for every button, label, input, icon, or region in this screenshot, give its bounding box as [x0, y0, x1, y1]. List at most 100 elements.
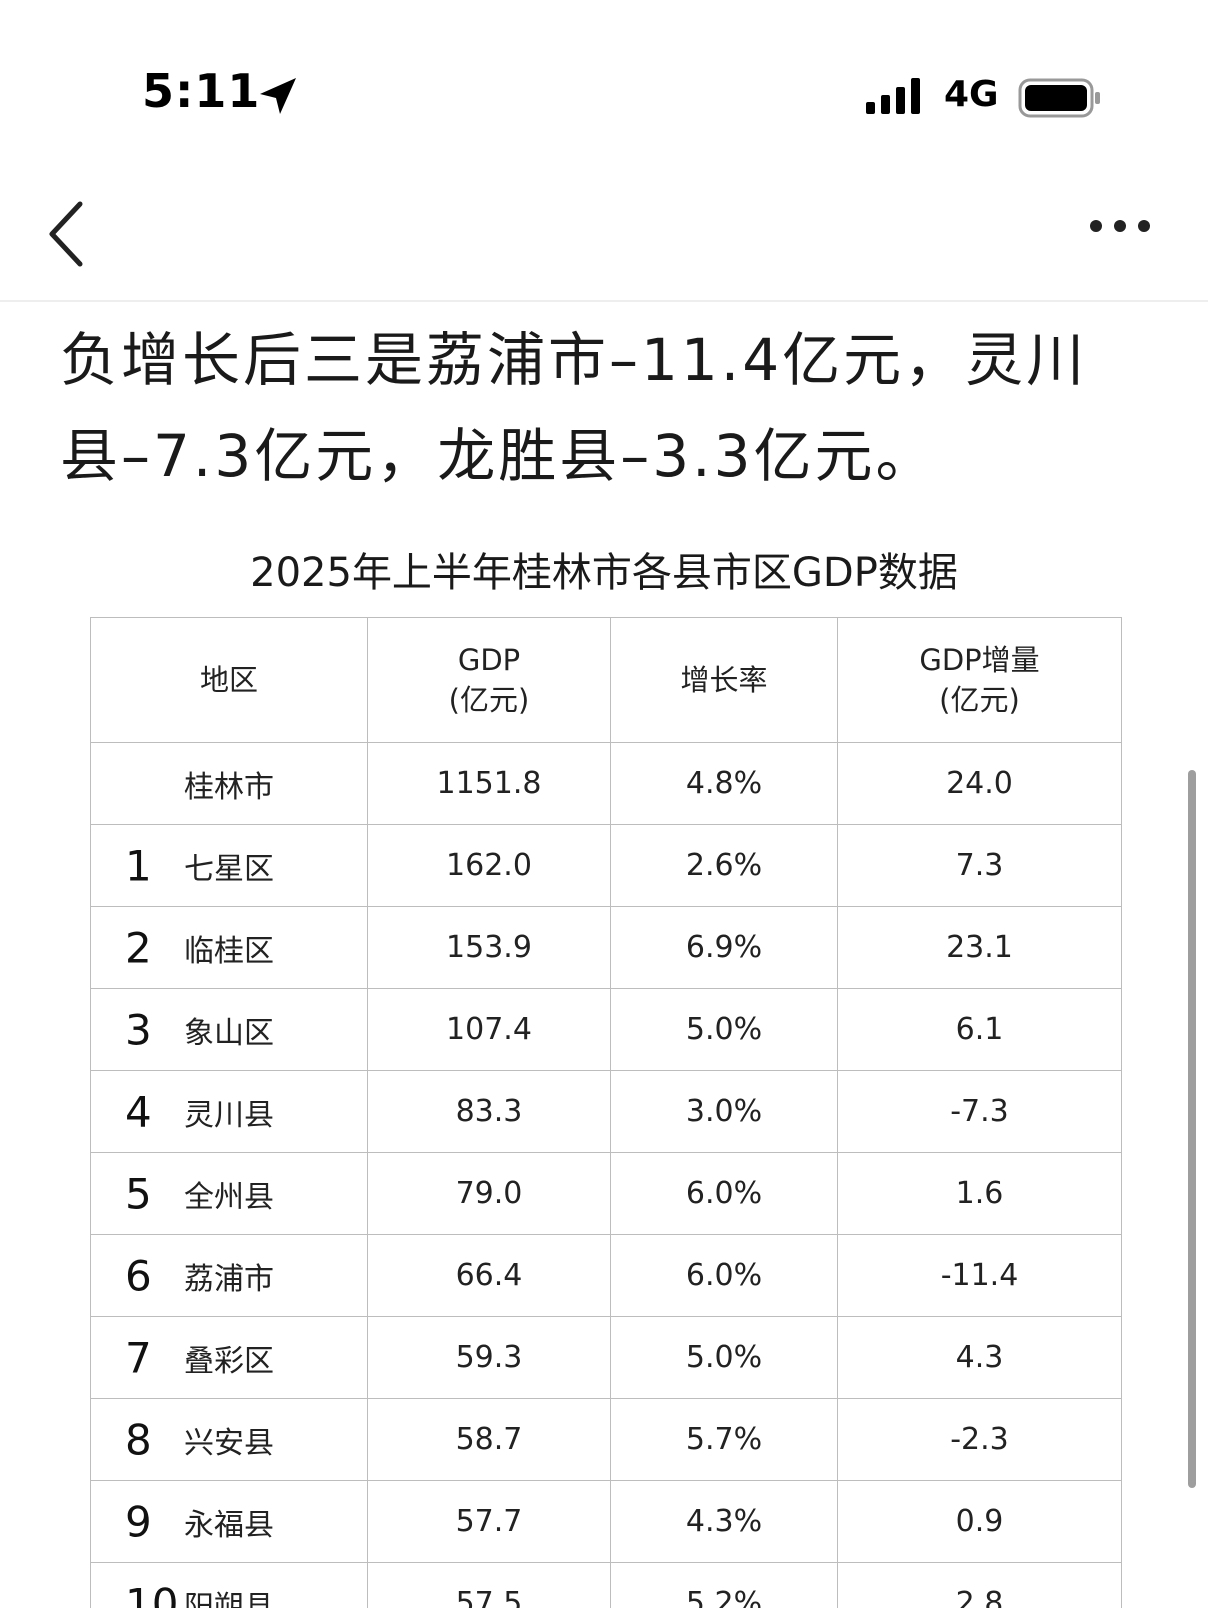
growth-rate-cell: 5.2%	[610, 1562, 838, 1608]
gdp-increase-cell: 6.1	[837, 988, 1122, 1071]
region-name: 七星区	[184, 851, 274, 887]
gdp-increase-cell: 4.3	[837, 1316, 1122, 1399]
location-arrow-icon	[260, 78, 296, 114]
gdp-increase-cell: 0.9	[837, 1480, 1122, 1563]
battery-icon	[1018, 78, 1100, 118]
gdp-cell: 79.0	[367, 1152, 611, 1235]
gdp-cell: 66.4	[367, 1234, 611, 1317]
table-body: 桂林市 1151.8 4.8% 24.0 1 七星区 162.0 2.6% 7.3 2 临桂区 153…	[90, 742, 1122, 1608]
region-cell: 8 兴安县	[90, 1398, 368, 1481]
header-gdp-line1: GDP	[457, 643, 521, 677]
table-row: 7 叠彩区 59.3 5.0% 4.3	[90, 1316, 1122, 1399]
gdp-cell: 1151.8	[367, 742, 611, 825]
gdp-increase-cell: 23.1	[837, 906, 1122, 989]
header-rate: 增长率	[610, 617, 838, 743]
growth-rate-cell: 6.0%	[610, 1234, 838, 1317]
region-cell: 3 象山区	[90, 988, 368, 1071]
network-label: 4G	[944, 74, 999, 115]
rank-number: 2	[125, 923, 152, 972]
table-row: 6 荔浦市 66.4 6.0% -11.4	[90, 1234, 1122, 1317]
table-row: 桂林市 1151.8 4.8% 24.0	[90, 742, 1122, 825]
region-name: 象山区	[184, 1015, 274, 1051]
rank-number: 3	[125, 1005, 152, 1054]
region-name: 叠彩区	[184, 1343, 274, 1379]
region-cell: 7 叠彩区	[90, 1316, 368, 1399]
header-region: 地区	[90, 617, 368, 743]
growth-rate-cell: 6.9%	[610, 906, 838, 989]
gdp-cell: 153.9	[367, 906, 611, 989]
rank-number: 4	[125, 1087, 152, 1136]
gdp-increase-cell: 7.3	[837, 824, 1122, 907]
region-name: 灵川县	[184, 1097, 274, 1133]
growth-rate-cell: 4.3%	[610, 1480, 838, 1563]
gdp-cell: 59.3	[367, 1316, 611, 1399]
table-row: 9 永福县 57.7 4.3% 0.9	[90, 1480, 1122, 1563]
region-cell: 1 七星区	[90, 824, 368, 907]
rank-number: 9	[125, 1497, 152, 1546]
rank-number: 10	[125, 1579, 179, 1608]
region-cell: 9 永福县	[90, 1480, 368, 1563]
nav-bar	[0, 150, 1208, 302]
header-region-label: 地区	[199, 663, 258, 697]
article-paragraph: 负增长后三是荔浦市–11.4亿元，灵川县–7.3亿元，龙胜县–3.3亿元。	[60, 326, 1088, 490]
growth-rate-cell: 3.0%	[610, 1070, 838, 1153]
rank-number: 1	[125, 841, 152, 890]
header-rate-label: 增长率	[680, 663, 768, 697]
region-cell: 10 阳朔县	[90, 1562, 368, 1608]
table-row: 10 阳朔县 57.5 5.2% 2.8	[90, 1562, 1122, 1608]
gdp-increase-cell: 2.8	[837, 1562, 1122, 1608]
region-name: 永福县	[184, 1507, 274, 1543]
gdp-cell: 57.5	[367, 1562, 611, 1608]
header-gdp-line2: (亿元)	[448, 683, 530, 717]
gdp-increase-cell: -7.3	[837, 1070, 1122, 1153]
header-gdp: GDP (亿元)	[367, 617, 611, 743]
table-row: 5 全州县 79.0 6.0% 1.6	[90, 1152, 1122, 1235]
growth-rate-cell: 5.0%	[610, 988, 838, 1071]
status-time: 5:11	[142, 64, 261, 118]
region-name: 临桂区	[184, 933, 274, 969]
scrollbar[interactable]	[1188, 770, 1196, 1488]
gdp-increase-cell: 24.0	[837, 742, 1122, 825]
status-bar: 5:11 4G	[0, 0, 1208, 150]
gdp-increase-cell: -11.4	[837, 1234, 1122, 1317]
table-title: 2025年上半年桂林市各县市区GDP数据	[250, 550, 958, 596]
region-name: 荔浦市	[184, 1261, 274, 1297]
growth-rate-cell: 6.0%	[610, 1152, 838, 1235]
gdp-increase-cell: 1.6	[837, 1152, 1122, 1235]
signal-bars-icon	[866, 78, 920, 114]
region-cell: 6 荔浦市	[90, 1234, 368, 1317]
chevron-left-icon[interactable]	[40, 194, 96, 274]
more-dots-icon[interactable]	[1088, 210, 1152, 242]
region-cell: 2 临桂区	[90, 906, 368, 989]
table-row: 3 象山区 107.4 5.0% 6.1	[90, 988, 1122, 1071]
gdp-cell: 83.3	[367, 1070, 611, 1153]
gdp-cell: 58.7	[367, 1398, 611, 1481]
gdp-increase-cell: -2.3	[837, 1398, 1122, 1481]
table-row: 2 临桂区 153.9 6.9% 23.1	[90, 906, 1122, 989]
region-name: 桂林市	[184, 769, 274, 805]
rank-number: 5	[125, 1169, 152, 1218]
growth-rate-cell: 5.7%	[610, 1398, 838, 1481]
region-cell: 桂林市	[90, 742, 368, 825]
region-name: 阳朔县	[184, 1589, 274, 1608]
growth-rate-cell: 2.6%	[610, 824, 838, 907]
gdp-cell: 162.0	[367, 824, 611, 907]
header-increase-line2: (亿元)	[939, 683, 1020, 717]
gdp-cell: 57.7	[367, 1480, 611, 1563]
header-increase: GDP增量 (亿元)	[837, 617, 1122, 743]
header-increase-line1: GDP增量	[919, 643, 1040, 677]
growth-rate-cell: 5.0%	[610, 1316, 838, 1399]
gdp-cell: 107.4	[367, 988, 611, 1071]
region-cell: 4 灵川县	[90, 1070, 368, 1153]
region-name: 兴安县	[184, 1425, 274, 1461]
region-name: 全州县	[184, 1179, 274, 1215]
table-row: 4 灵川县 83.3 3.0% -7.3	[90, 1070, 1122, 1153]
rank-number: 8	[125, 1415, 152, 1464]
table-row: 8 兴安县 58.7 5.7% -2.3	[90, 1398, 1122, 1481]
table-header-row: 地区 GDP (亿元) 增长率 GDP增量 (亿元)	[90, 617, 1122, 743]
region-cell: 5 全州县	[90, 1152, 368, 1235]
growth-rate-cell: 4.8%	[610, 742, 838, 825]
gdp-table: 地区 GDP (亿元) 增长率 GDP增量 (亿元) 桂林市 1151.8 4.8%…	[90, 617, 1122, 1608]
rank-number: 6	[125, 1251, 152, 1300]
